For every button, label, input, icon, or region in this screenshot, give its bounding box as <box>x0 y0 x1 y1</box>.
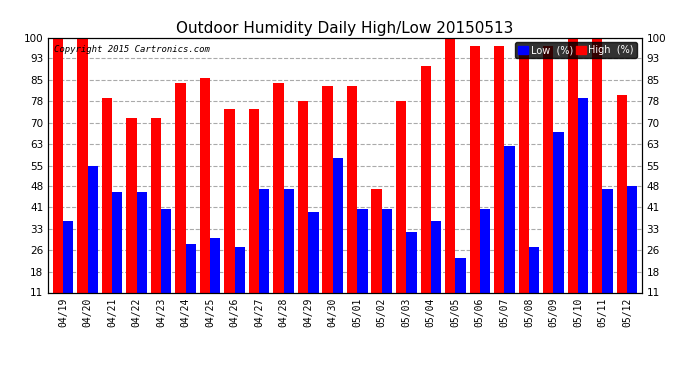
Bar <box>333 158 343 324</box>
Bar <box>357 209 368 324</box>
Bar <box>431 221 441 324</box>
Title: Outdoor Humidity Daily High/Low 20150513: Outdoor Humidity Daily High/Low 20150513 <box>177 21 513 36</box>
Bar <box>445 38 455 324</box>
Bar <box>308 212 319 324</box>
Bar <box>63 221 73 324</box>
Bar <box>284 189 294 324</box>
Bar <box>455 258 466 324</box>
Bar <box>553 132 564 324</box>
Bar <box>259 189 270 324</box>
Bar <box>529 247 539 324</box>
Bar <box>480 209 490 324</box>
Bar <box>347 86 357 324</box>
Bar <box>322 86 333 324</box>
Bar <box>406 232 417 324</box>
Bar <box>137 192 147 324</box>
Bar <box>396 100 406 324</box>
Bar <box>617 95 627 324</box>
Bar <box>568 38 578 324</box>
Bar <box>519 46 529 324</box>
Bar <box>602 189 613 324</box>
Bar <box>126 118 137 324</box>
Legend: Low  (%), High  (%): Low (%), High (%) <box>515 42 637 58</box>
Bar <box>543 46 553 324</box>
Bar <box>112 192 122 324</box>
Bar <box>101 98 112 324</box>
Bar <box>371 189 382 324</box>
Bar <box>504 146 515 324</box>
Bar <box>175 83 186 324</box>
Bar <box>578 98 589 324</box>
Bar <box>200 78 210 324</box>
Bar <box>161 209 171 324</box>
Bar <box>88 166 98 324</box>
Bar <box>151 118 161 324</box>
Bar <box>224 109 235 324</box>
Bar <box>273 83 284 324</box>
Bar <box>382 209 392 324</box>
Bar <box>235 247 245 324</box>
Bar <box>249 109 259 324</box>
Bar <box>592 38 602 324</box>
Bar <box>470 46 480 324</box>
Bar <box>52 38 63 324</box>
Bar <box>420 66 431 324</box>
Bar <box>186 244 196 324</box>
Bar <box>77 38 88 324</box>
Bar <box>494 46 504 324</box>
Bar <box>210 238 220 324</box>
Bar <box>298 100 308 324</box>
Bar <box>627 186 638 324</box>
Text: Copyright 2015 Cartronics.com: Copyright 2015 Cartronics.com <box>55 45 210 54</box>
